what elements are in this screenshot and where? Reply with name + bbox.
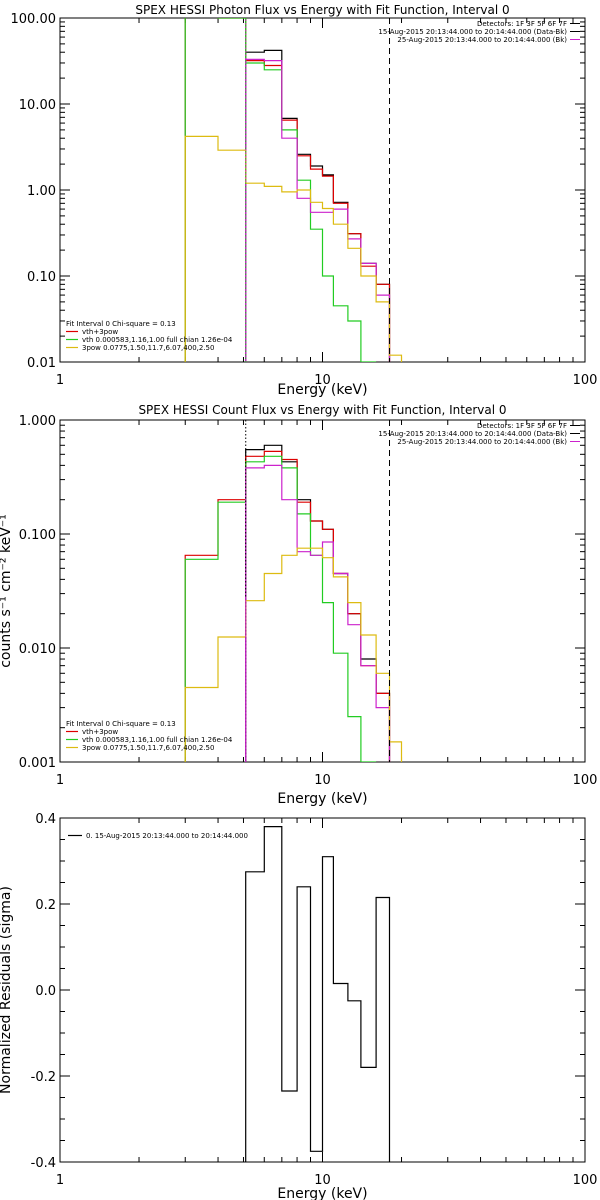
legend: 0. 15-Aug-2015 20:13:44.000 to 20:14:44.… [68, 832, 248, 840]
plot-area [184, 420, 403, 762]
x-axis: 1 10 100 [56, 420, 598, 788]
x-axis-label: Energy (keV) [277, 382, 367, 398]
y-axis: 0.01 0.10 1.00 10.00 100.00 [11, 12, 585, 371]
legend-header: Fit Interval 0 Chi-square = 0.13 [66, 720, 176, 728]
chart-title: SPEX HESSI Photon Flux vs Energy with Fi… [135, 3, 509, 17]
y-tick-label: 1.000 [19, 414, 56, 429]
series-black-histogram [245, 49, 391, 362]
legend-label: vth 0.000583,1.16,1.00 full chian 1.26e-… [82, 736, 233, 744]
y-tick-label: 0.0 [35, 984, 56, 999]
chart-panel-1: 1 10 100 0.01 0.10 1.00 10.00 100.00 SPEX HESSI … [11, 3, 598, 398]
info-line: Detectors: 1F 3F 5F 6F 7F [477, 422, 567, 430]
y-tick-label: 0.2 [35, 898, 56, 913]
legend-header: Fit Interval 0 Chi-square = 0.13 [66, 320, 176, 328]
series-black-histogram [245, 444, 391, 762]
y-tick-label: 10.00 [19, 98, 56, 113]
y-tick-label: 100.00 [11, 12, 57, 27]
series-yellow-histogram [184, 135, 403, 362]
info-line: Detectors: 1F 3F 5F 6F 7F [477, 20, 567, 28]
info-line: 15-Aug-2015 20:13:44.000 to 20:14:44.000… [378, 430, 567, 438]
chart-title: SPEX HESSI Count Flux vs Energy with Fit… [138, 403, 506, 417]
series-red-histogram [184, 450, 391, 762]
y-tick-label: 0.01 [27, 356, 56, 371]
y-axis: -0.4 -0.2 0.0 0.2 0.4 [31, 812, 585, 1171]
x-tick-label: 10 [314, 773, 331, 788]
x-axis-label: Energy (keV) [277, 791, 367, 807]
info-line: 25-Aug-2015 20:13:44.000 to 20:14:44.000… [397, 36, 567, 44]
series-magenta-histogram [245, 464, 391, 762]
y-tick-label: -0.4 [31, 1156, 56, 1171]
x-tick-label: 100 [573, 1173, 598, 1188]
x-axis: 1 10 100 [56, 18, 598, 388]
x-axis-label: Energy (keV) [277, 1186, 367, 1200]
y-tick-label: 0.10 [27, 270, 56, 285]
x-tick-label: 10 [314, 373, 331, 388]
x-tick-label: 1 [56, 373, 64, 388]
y-axis-label: Normalized Residuals (sigma) [0, 886, 14, 1094]
legend-label: vth+3pow [82, 328, 118, 336]
y-tick-label: 0.001 [19, 756, 56, 771]
chart-panel-2: 1 10 100 0.001 0.010 0.100 1.000 SPEX HESSI Cou… [0, 403, 597, 807]
info-line: 25-Aug-2015 20:13:44.000 to 20:14:44.000… [397, 438, 567, 446]
legend: Fit Interval 0 Chi-square = 0.13vth+3pow… [66, 720, 233, 752]
plot-area [184, 18, 403, 362]
y-tick-label: 0.4 [35, 812, 56, 827]
series-black-histogram [245, 826, 391, 1162]
series-red-histogram [184, 18, 391, 362]
legend-label: vth 0.000583,1.16,1.00 full chian 1.26e-… [82, 336, 233, 344]
y-axis-label: counts s⁻¹ cm⁻² keV⁻¹ [0, 514, 14, 668]
series-magenta-histogram [245, 58, 391, 362]
chart-panel-3: 1 10 100 -0.4 -0.2 0.0 0.2 0.4 Energy (keV) Norma… [0, 812, 597, 1200]
y-axis: 0.001 0.010 0.100 1.000 [19, 414, 585, 771]
legend-label: vth+3pow [82, 728, 118, 736]
x-tick-label: 100 [573, 773, 598, 788]
y-tick-label: 1.00 [27, 184, 56, 199]
x-tick-label: 10 [314, 1173, 331, 1188]
series-green-histogram [184, 18, 377, 362]
legend-label: 3pow 0.0775,1.50,11.7,6.07,400,2.50 [82, 344, 214, 352]
legend-label: 3pow 0.0775,1.50,11.7,6.07,400,2.50 [82, 744, 214, 752]
plot-area [245, 826, 391, 1162]
y-tick-label: 0.010 [19, 642, 56, 657]
legend: Fit Interval 0 Chi-square = 0.13vth+3pow… [66, 320, 233, 352]
y-tick-label: 0.100 [19, 528, 56, 543]
x-tick-label: 1 [56, 1173, 64, 1188]
x-tick-label: 1 [56, 773, 64, 788]
legend-label: 0. 15-Aug-2015 20:13:44.000 to 20:14:44.… [86, 832, 248, 840]
series-yellow-histogram [184, 547, 403, 762]
info-line: 15-Aug-2015 20:13:44.000 to 20:14:44.000… [378, 28, 567, 36]
x-tick-label: 100 [573, 373, 598, 388]
y-tick-label: -0.2 [31, 1070, 56, 1085]
plot-frame [59, 17, 586, 363]
x-axis: 1 10 100 [56, 818, 598, 1188]
